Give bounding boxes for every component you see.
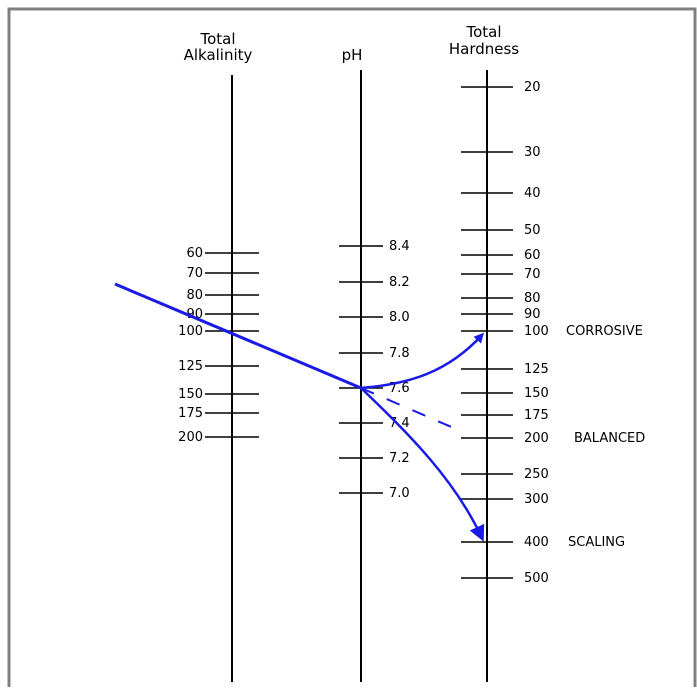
hardness-tick-label: 150: [524, 386, 549, 401]
example-construction: [114, 282, 485, 542]
ph-tick-label: 8.2: [389, 275, 410, 290]
alkalinity-tick-label: 125: [178, 359, 203, 374]
alkalinity-header-line2: Alkalinity: [184, 46, 253, 64]
corrosive-label: CORROSIVE: [566, 324, 643, 339]
scaling-arrow: [360, 387, 485, 542]
ph-header: pH: [342, 46, 363, 64]
ph-tick-label: 7.0: [389, 486, 410, 501]
alkalinity-tick-label: 175: [178, 406, 203, 421]
diagram-border: [7, 7, 697, 691]
scaling-label: SCALING: [568, 535, 625, 550]
hardness-tick-label: 30: [524, 145, 541, 160]
alkalinity-tick-label: 60: [186, 246, 203, 261]
alkalinity-tick-label: 150: [178, 387, 203, 402]
ph-tick-label: 8.4: [389, 239, 410, 254]
alkalinity-scale: 60 70 80 90 100 125 150 175 200: [178, 246, 259, 445]
hardness-tick-label: 200: [524, 431, 549, 446]
hardness-tick-label: 20: [524, 80, 541, 95]
hardness-tick-label: 250: [524, 467, 549, 482]
ph-tick-label: 7.8: [389, 346, 410, 361]
hardness-header-line1: Total: [465, 23, 501, 41]
hardness-scale: 20 30 40 50 60 70 80 90 100 125 150 175 …: [461, 80, 549, 586]
ph-tick-label: 7.2: [389, 451, 410, 466]
hardness-tick-label: 60: [524, 248, 541, 263]
corrosive-arrow: [360, 332, 485, 390]
ph-scale: 8.4 8.2 8.0 7.8 7.6 7.4 7.2 7.0: [339, 239, 410, 501]
balanced-label: BALANCED: [574, 431, 645, 446]
ph-tick-label: 8.0: [389, 310, 410, 325]
alkalinity-tick-label: 70: [186, 266, 203, 281]
alkalinity-tick-label: 100: [178, 324, 203, 339]
balanced-dashed-line: [360, 387, 464, 433]
alkalinity-header-line1: Total: [199, 30, 235, 48]
hardness-tick-label: 175: [524, 408, 549, 423]
hardness-header-line2: Hardness: [449, 40, 519, 58]
hardness-tick-label: 100: [524, 324, 549, 339]
hardness-tick-label: 80: [524, 291, 541, 306]
hardness-tick-label: 90: [524, 307, 541, 322]
alkalinity-ph-line: [114, 282, 362, 390]
hardness-tick-label: 40: [524, 186, 541, 201]
hardness-tick-label: 70: [524, 267, 541, 282]
hardness-tick-label: 300: [524, 492, 549, 507]
hardness-tick-label: 125: [524, 362, 549, 377]
alkalinity-tick-label: 200: [178, 430, 203, 445]
alkalinity-tick-label: 80: [186, 288, 203, 303]
hardness-tick-label: 50: [524, 223, 541, 238]
hardness-tick-label: 500: [524, 571, 549, 586]
hardness-tick-label: 400: [524, 535, 549, 550]
